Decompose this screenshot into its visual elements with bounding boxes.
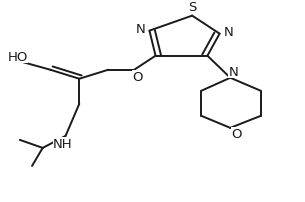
Text: NH: NH — [53, 137, 72, 150]
Text: N: N — [224, 26, 234, 39]
Text: O: O — [231, 128, 242, 141]
Text: O: O — [132, 71, 142, 84]
Text: HO: HO — [8, 50, 28, 63]
Text: N: N — [135, 23, 145, 36]
Text: S: S — [188, 1, 196, 14]
Text: N: N — [228, 66, 238, 79]
